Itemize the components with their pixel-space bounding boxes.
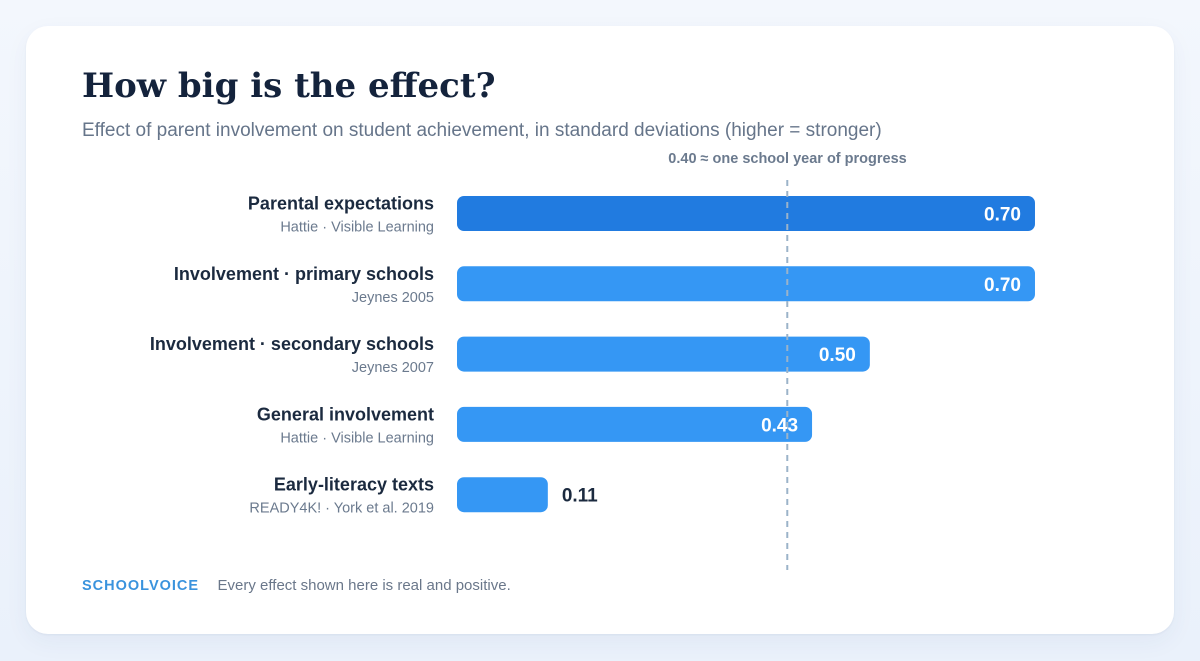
bars-group bbox=[457, 196, 1035, 513]
bar bbox=[457, 266, 1035, 302]
footer-note: Every effect shown here is real and posi… bbox=[217, 577, 511, 594]
category-label: Involvement · secondary schools bbox=[150, 334, 434, 354]
value-label: 0.11 bbox=[562, 486, 598, 507]
chart-card bbox=[26, 26, 1174, 634]
category-label: Parental expectations bbox=[248, 194, 434, 214]
value-label: 0.70 bbox=[984, 205, 1021, 226]
category-label: Involvement · primary schools bbox=[174, 264, 434, 284]
footer: SCHOOLVOICE Every effect shown here is r… bbox=[82, 577, 511, 595]
category-label: General involvement bbox=[257, 404, 434, 424]
category-source: Jeynes 2007 bbox=[352, 360, 434, 376]
bar bbox=[457, 406, 813, 442]
chart-subtitle: Effect of parent involvement on student … bbox=[82, 120, 882, 141]
value-labels-group: 0.70 0.70 0.50 0.43 0.11 bbox=[562, 205, 1021, 507]
reference-line-label: 0.40 ≈ one school year of progress bbox=[668, 151, 907, 167]
category-source: Jeynes 2005 bbox=[352, 290, 434, 306]
category-label: Early-literacy texts bbox=[274, 475, 434, 495]
category-labels-group: Parental expectations Hattie · Visible Le… bbox=[150, 194, 434, 517]
category-source: READY4K! · York et al. 2019 bbox=[249, 501, 434, 517]
chart-title: How big is the effect? bbox=[82, 66, 496, 106]
bar bbox=[457, 196, 1035, 231]
category-source: Hattie · Visible Learning bbox=[280, 430, 434, 446]
bar bbox=[457, 477, 548, 513]
bar bbox=[457, 336, 870, 372]
value-label: 0.70 bbox=[984, 275, 1021, 296]
value-label: 0.50 bbox=[819, 345, 856, 366]
category-source: Hattie · Visible Learning bbox=[280, 220, 434, 236]
brand-name: SCHOOLVOICE bbox=[82, 578, 200, 594]
value-label: 0.43 bbox=[761, 415, 798, 436]
